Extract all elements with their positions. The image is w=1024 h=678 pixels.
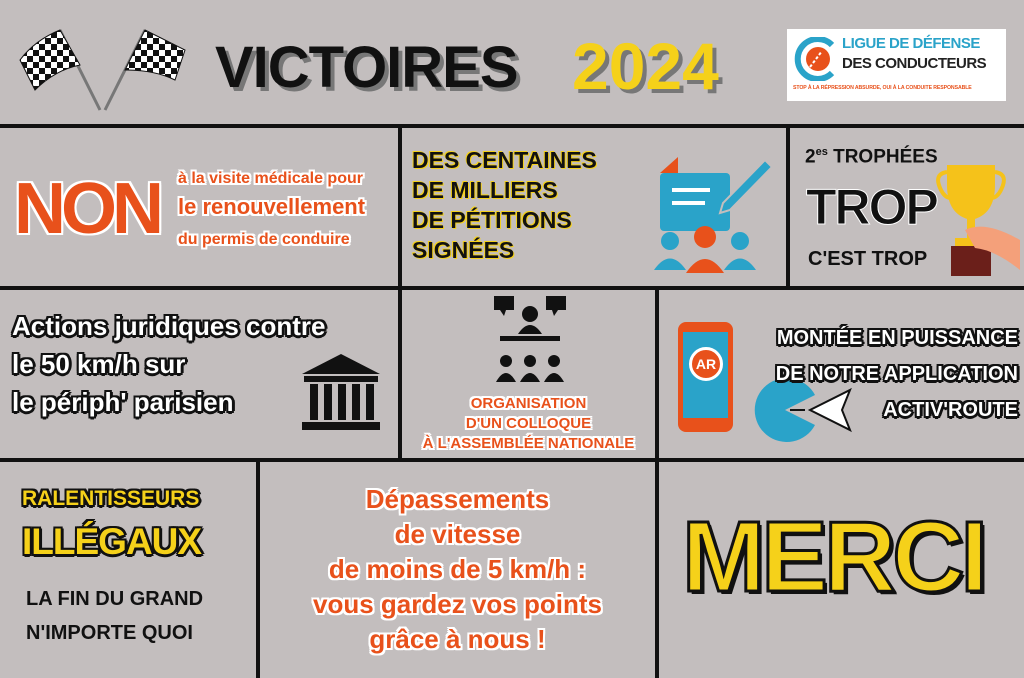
checkered-flags-icon	[19, 29, 186, 111]
page-title: VICTOIRES	[215, 35, 519, 100]
depassements-text: Dépassements de vitesse de moins de 5 km…	[313, 484, 602, 654]
page-year: 2024	[572, 29, 719, 103]
trophy-icon	[936, 165, 1020, 276]
petitions-text: DES CENTAINES DE MILLIERS DE PÉTITIONS S…	[412, 147, 597, 263]
divider	[655, 286, 659, 678]
divider	[256, 458, 260, 678]
divider	[0, 458, 1024, 462]
trophees-label: 2es TROPHÉES	[805, 146, 938, 168]
phone-app-icon: AR	[678, 322, 733, 432]
divider	[786, 124, 790, 288]
divider	[0, 124, 1024, 128]
divider	[0, 286, 1024, 290]
non-heading: NON	[14, 169, 164, 249]
merci-heading: MERCI	[680, 500, 989, 615]
petition-signing-icon	[654, 157, 774, 273]
trop-heading: TROP	[806, 179, 940, 236]
illegaux-heading: ILLÉGAUX	[22, 521, 202, 562]
ldc-logo: LIGUE DE DÉFENSE DES CONDUCTEURS STOP À …	[787, 29, 1006, 101]
conference-icon	[494, 296, 566, 382]
colloque-text: ORGANISATION D'UN COLLOQUE À L'ASSEMBLÉE…	[422, 395, 635, 452]
road-logo-icon	[794, 37, 835, 81]
juridique-text: Actions juridiques contre le 50 km/h sur…	[12, 311, 326, 417]
app-text: MONTÉE EN PUISSANCE DE NOTRE APPLICATION…	[775, 327, 1018, 421]
courthouse-icon	[302, 354, 380, 430]
speed-radar-icon	[754, 378, 852, 442]
divider	[398, 124, 402, 462]
